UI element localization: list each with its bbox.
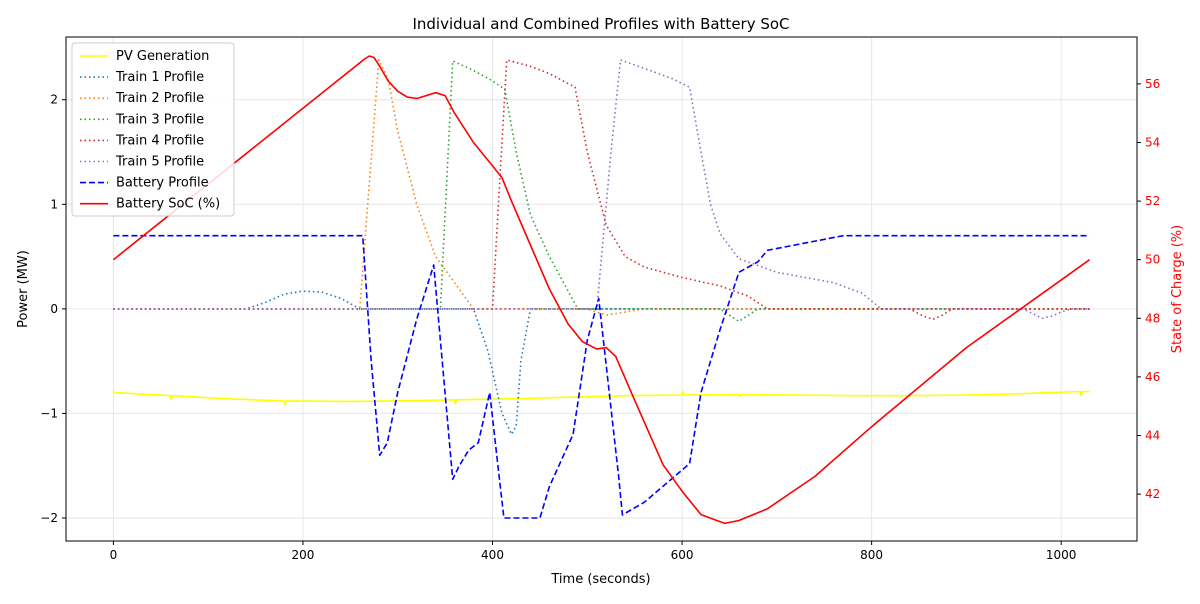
legend: PV Generation Train 1 Profile Train 2 Prof… bbox=[71, 42, 235, 217]
x-tick-label: 600 bbox=[671, 548, 694, 562]
plot-frame bbox=[65, 36, 1138, 542]
chart-title: Individual and Combined Profiles with Ba… bbox=[412, 15, 789, 33]
x-tick-label: 200 bbox=[291, 548, 314, 562]
y-tick-label: 2 bbox=[50, 93, 58, 107]
x-tick-label: 400 bbox=[481, 548, 504, 562]
y-right-tick-label: 44 bbox=[1145, 429, 1160, 443]
axis-layer: 0 200 400 600 800 1000 −2 −1 0 1 2 42 44 46 48 50 52 54 56 bbox=[40, 77, 1160, 562]
y-right-tick-label: 50 bbox=[1145, 253, 1160, 267]
y-axis-label: Power (MW) bbox=[16, 250, 31, 328]
legend-box bbox=[71, 42, 235, 217]
y-tick-label: −1 bbox=[40, 406, 58, 420]
y-axis-right-label: State of Charge (%) bbox=[1170, 225, 1185, 353]
x-axis-label: Time (seconds) bbox=[550, 572, 650, 587]
y-right-tick-label: 56 bbox=[1145, 77, 1160, 91]
y-right-tick-label: 46 bbox=[1145, 370, 1160, 384]
legend-label: Train 5 Profile bbox=[115, 155, 204, 170]
series-line-8 bbox=[112, 55, 1091, 525]
x-tick-label: 0 bbox=[110, 548, 118, 562]
legend-label: Train 2 Profile bbox=[115, 91, 204, 106]
y-right-tick-label: 52 bbox=[1145, 194, 1160, 208]
legend-label: Train 1 Profile bbox=[115, 70, 204, 85]
legend-label: Battery Profile bbox=[116, 176, 209, 191]
legend-label: PV Generation bbox=[116, 49, 209, 64]
y-tick-label: −2 bbox=[40, 511, 58, 525]
x-tick-label: 1000 bbox=[1046, 548, 1077, 562]
y-right-tick-label: 42 bbox=[1145, 487, 1160, 501]
series-line-5 bbox=[113, 59, 1090, 321]
series-layer bbox=[112, 55, 1091, 525]
series-line-7 bbox=[113, 234, 1090, 519]
y-right-tick-label: 48 bbox=[1145, 311, 1160, 325]
y-right-tick-label: 54 bbox=[1145, 135, 1160, 149]
x-tick-label: 800 bbox=[860, 548, 883, 562]
legend-label: Battery SoC (%) bbox=[116, 197, 220, 212]
y-tick-label: 0 bbox=[50, 302, 58, 316]
y-tick-label: 1 bbox=[50, 197, 58, 211]
series-line-1 bbox=[112, 390, 1090, 406]
legend-label: Train 3 Profile bbox=[115, 112, 204, 127]
legend-label: Train 4 Profile bbox=[115, 133, 204, 148]
